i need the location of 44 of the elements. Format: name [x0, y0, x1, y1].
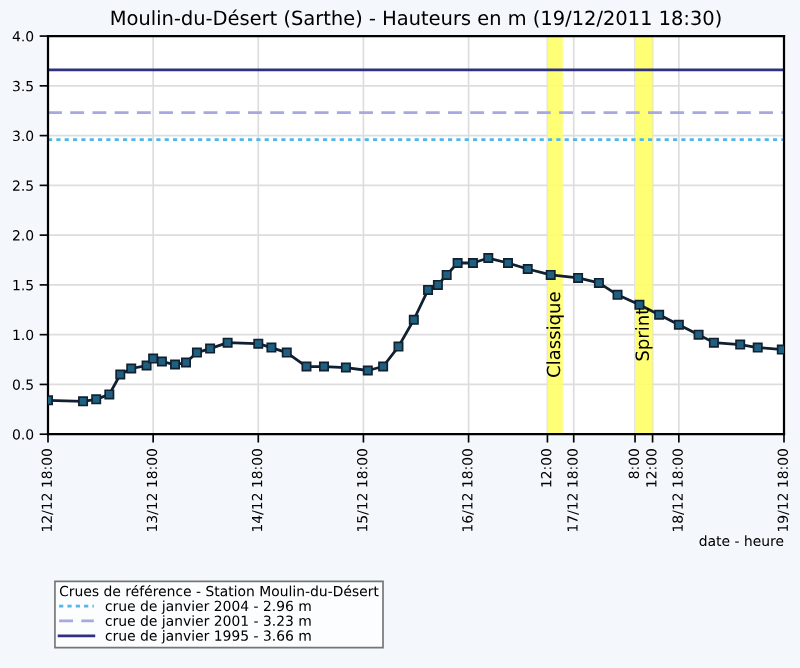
- point: [573, 272, 584, 283]
- point: [408, 314, 419, 325]
- point: [266, 342, 277, 353]
- point: [318, 361, 330, 372]
- band-label: Classique: [546, 292, 564, 377]
- point: [452, 258, 463, 269]
- point: [170, 359, 181, 370]
- point: [593, 277, 604, 288]
- chart-title: Moulin-du-Désert (Sarthe) - Hauteurs en m (19/12/2011 18:30): [111, 9, 721, 28]
- point: [205, 343, 216, 354]
- point: [441, 269, 452, 280]
- point: [545, 269, 556, 280]
- point: [708, 337, 719, 348]
- point: [654, 309, 665, 320]
- point: [191, 347, 202, 358]
- point: [281, 347, 292, 358]
- point: [78, 396, 89, 407]
- point: [483, 253, 494, 264]
- point: [180, 357, 192, 368]
- point: [115, 369, 126, 380]
- point: [104, 389, 115, 400]
- point: [301, 361, 312, 372]
- point: [156, 356, 167, 367]
- point: [141, 360, 152, 371]
- point: [340, 362, 351, 373]
- point: [222, 337, 233, 348]
- band-label: Sprint: [635, 308, 653, 361]
- point: [467, 258, 478, 269]
- point: [522, 263, 533, 274]
- point: [693, 329, 704, 340]
- point: [752, 342, 763, 353]
- point: [432, 279, 443, 290]
- point: [148, 353, 159, 364]
- point: [423, 284, 434, 295]
- point: [378, 361, 389, 372]
- point: [91, 394, 102, 405]
- point: [393, 341, 404, 352]
- point: [253, 338, 264, 349]
- point: [612, 289, 623, 300]
- point: [126, 363, 137, 374]
- point: [735, 339, 746, 350]
- point: [362, 365, 373, 376]
- point: [673, 319, 684, 330]
- point: [502, 258, 514, 269]
